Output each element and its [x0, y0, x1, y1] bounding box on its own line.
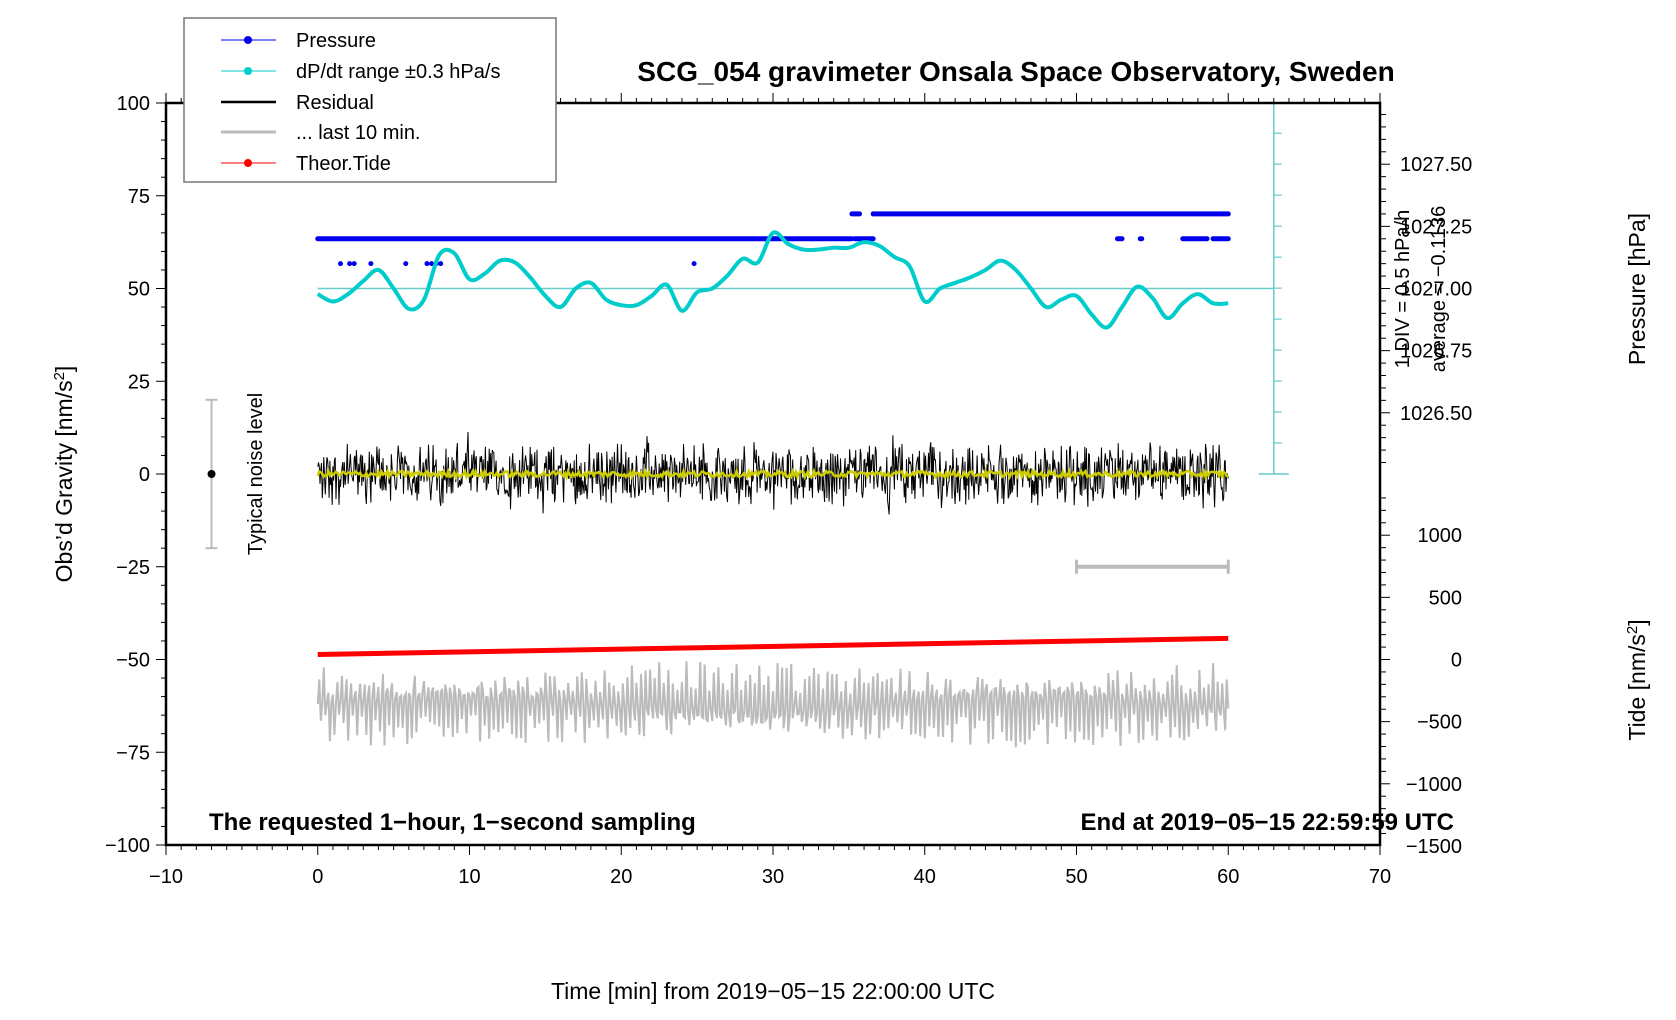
dpdt-line: [316, 230, 1229, 330]
plot-area: [205, 103, 1289, 748]
x-tick-label: 10: [458, 866, 480, 888]
x-axis-title: Time [min] from 2019−05−15 22:00:00 UTC: [551, 978, 995, 1004]
y-axis-title-tide: Tide [nm/s2]: [1624, 619, 1651, 740]
tide-tick-label: −1500: [1406, 836, 1462, 858]
end-time-note: End at 2019−05−15 22:59:59 UTC: [1080, 809, 1454, 836]
pressure-point: [424, 261, 430, 267]
pressure-tick-label: 1027.25: [1400, 216, 1472, 238]
pressure-tick-label: 1026.50: [1400, 403, 1472, 425]
axes: −10 0 10 20 30 40 50 60 70−100−75−50−25025507510…: [105, 93, 1472, 888]
pressure-point: [347, 261, 353, 267]
y-tick-label: 25: [128, 371, 150, 393]
pressure-tick-label: 1027.50: [1400, 154, 1472, 176]
legend: Pressure dP/dt range ±0.3 hPa/s Residual…: [183, 17, 557, 183]
pressure-point: [429, 261, 435, 267]
legend-item-tide: Theor.Tide: [221, 153, 391, 175]
x-tick-label: 50: [1065, 866, 1087, 888]
y-tick-label: −100: [105, 835, 150, 857]
y-tick-label: −50: [116, 650, 150, 672]
noise-level-label: Typical noise level: [245, 393, 267, 555]
tide-tick-label: −500: [1417, 712, 1462, 734]
legend-item-last10: ... last 10 min.: [221, 122, 421, 144]
noise-center-dot: [207, 470, 216, 478]
div-scale-label: 1 DIV = 0.5 hPa/h: [1392, 210, 1414, 368]
x-tick-label: 40: [914, 866, 936, 888]
legend-label-residual: Residual: [296, 92, 374, 114]
legend-box: [183, 17, 557, 183]
x-tick-label: 30: [762, 866, 784, 888]
tide-tick-label: −1000: [1406, 774, 1462, 796]
tide-tick-label: 500: [1429, 587, 1462, 609]
y-tick-label: 75: [128, 186, 150, 208]
pressure-tick-label: 1026.75: [1400, 341, 1472, 363]
last-10-min-line: [316, 661, 1230, 748]
tide-tick-label: 1000: [1418, 525, 1463, 547]
x-tick-label: 70: [1369, 866, 1391, 888]
legend-item-residual: Residual: [221, 92, 374, 114]
legend-label-last10: ... last 10 min.: [296, 122, 421, 144]
y-axis-title-pressure: Pressure [hPa]: [1624, 213, 1650, 365]
theor-tide-line: [317, 635, 1229, 658]
x-tick-label: 20: [610, 866, 632, 888]
y-tick-label: 50: [128, 279, 150, 301]
legend-label-dpdt: dP/dt range ±0.3 hPa/s: [296, 61, 500, 83]
y-tick-label: −25: [116, 557, 150, 579]
pressure-point: [438, 261, 444, 267]
pressure-point: [338, 261, 344, 267]
y-tick-label: 0: [139, 464, 150, 486]
legend-marker-tide: [244, 159, 252, 167]
chart-title: SCG_054 gravimeter Onsala Space Observat…: [637, 56, 1394, 87]
pressure-point: [691, 261, 697, 267]
legend-item-pressure: Pressure: [221, 30, 376, 52]
y-axis-title-left: Obs’d Gravity [nm/s2]: [51, 366, 78, 583]
y-tick-label: 100: [117, 93, 150, 115]
legend-marker-dpdt: [244, 67, 252, 75]
sampling-note: The requested 1−hour, 1−second sampling: [209, 809, 696, 836]
x-tick-label: −10: [149, 866, 183, 888]
legend-label-tide: Theor.Tide: [296, 153, 391, 175]
legend-item-dpdt: dP/dt range ±0.3 hPa/s: [221, 61, 500, 83]
pressure-tick-label: 1027.00: [1400, 279, 1472, 301]
x-tick-label: 60: [1217, 866, 1239, 888]
pressure-point: [403, 261, 409, 267]
legend-marker-pressure: [244, 36, 252, 44]
residual-line: [317, 431, 1229, 515]
residual-smoothed-line: [316, 466, 1229, 481]
x-tick-label: 0: [312, 866, 323, 888]
pressure-point: [368, 261, 374, 267]
legend-label-pressure: Pressure: [296, 30, 376, 52]
average-label: average = −0.1136: [1428, 206, 1450, 372]
y-tick-label: −75: [116, 742, 150, 764]
pressure-point: [351, 261, 357, 267]
tide-tick-label: 0: [1451, 650, 1462, 672]
